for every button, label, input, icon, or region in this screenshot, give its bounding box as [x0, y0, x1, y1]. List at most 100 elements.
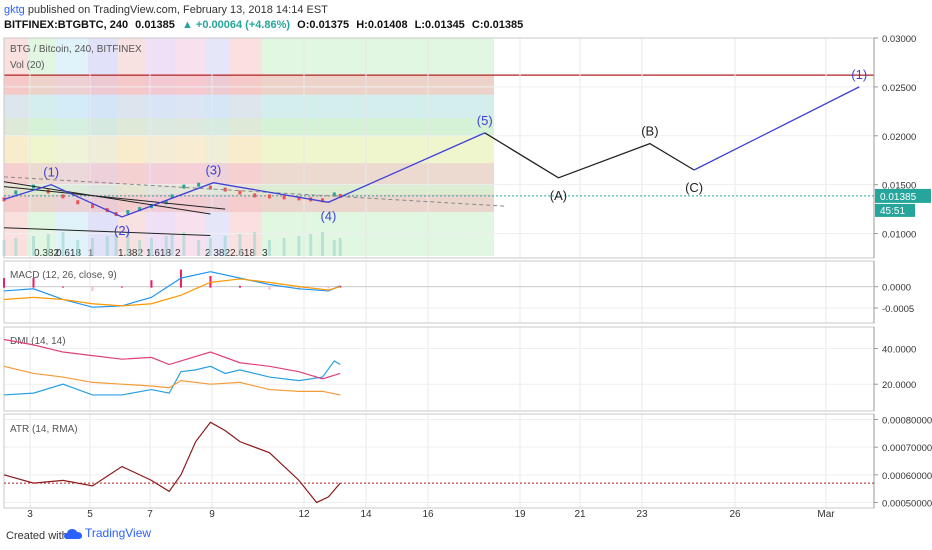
- last-price-tag: [875, 188, 931, 203]
- fib-zone-label: 0.618: [56, 248, 81, 259]
- projection-wave-label: (A): [550, 188, 567, 203]
- fib-price-band: [4, 163, 494, 185]
- time-tick-label: 14: [360, 509, 372, 520]
- volume-bar: [90, 238, 94, 256]
- ohlc-line: BITFINEX:BTGBTC, 240 0.01385 ▲ +0.00064 …: [4, 19, 527, 31]
- axis-tick-label: 0.00070000: [882, 443, 932, 454]
- axis-tick-label: 0.01500: [882, 181, 916, 192]
- price-candle: [282, 195, 286, 200]
- chart-header: gktg published on TradingView.com, Febru…: [0, 0, 932, 36]
- price-candle: [126, 210, 130, 215]
- elliott-wave-label: (3): [205, 163, 221, 178]
- axis-tick-label: 0.00060000: [882, 471, 932, 482]
- trend-line: [3, 181, 211, 215]
- fib-price-band: [4, 94, 494, 119]
- volume-bar: [114, 234, 118, 256]
- elliott-wave-label: (4): [320, 208, 336, 223]
- macd-histogram-bar: [120, 286, 123, 288]
- projection-abc-line: [484, 132, 695, 179]
- fib-zone-label: 2.382: [205, 248, 230, 259]
- axis-tick-label: 0.0000: [882, 283, 911, 294]
- indicator-line: [3, 365, 341, 396]
- axis-tick-label: 0.02500: [882, 83, 916, 94]
- time-tick-label: 23: [636, 509, 648, 520]
- volume-bar: [309, 234, 313, 256]
- volume-bar: [105, 236, 109, 256]
- price-change: ▲ +0.00064 (+4.86%): [181, 19, 291, 31]
- volume-bar: [253, 232, 257, 256]
- price-candle: [138, 207, 142, 212]
- cloud-icon: [64, 528, 82, 539]
- axis-tick-label: 0.00050000: [882, 498, 932, 509]
- price-candle: [14, 190, 18, 195]
- price-candle: [164, 200, 168, 205]
- volume-bar: [267, 240, 271, 256]
- dmi-title: DMI (14, 14): [10, 336, 66, 347]
- macd-histogram-bar: [3, 278, 5, 288]
- fib-price-band: [4, 118, 494, 136]
- macd-histogram-bar: [150, 280, 153, 288]
- volume-bar: [332, 240, 336, 256]
- pane-frame-3: [3, 413, 875, 509]
- time-tick-label: 21: [574, 509, 586, 520]
- price-candle: [182, 184, 186, 189]
- main-pane-title: BTG / Bitcoin, 240, BITFINEX: [10, 44, 142, 55]
- volume-bar: [149, 238, 153, 256]
- publish-info: published on TradingView.com, February 1…: [27, 4, 328, 16]
- chart-marks: (1) (2) (3) (4) (5) (A) (B) (C) (1): [2, 67, 874, 504]
- low-value: L:0.01345: [414, 19, 465, 31]
- volume-bar: [2, 240, 6, 256]
- time-tick-label: 12: [298, 509, 310, 520]
- macd-histogram-bar: [238, 285, 241, 288]
- fib-zone-label: 0.382: [34, 248, 59, 259]
- last-price: 0.01385: [135, 19, 175, 31]
- fib-zone-label: 2.618: [230, 248, 255, 259]
- macd-histogram-bar: [32, 278, 35, 288]
- axis-tick-label: 0.01000: [882, 230, 916, 241]
- time-tick-label: 7: [147, 509, 153, 520]
- price-candle: [253, 193, 257, 198]
- price-candle: [61, 194, 65, 199]
- time-tick-label: 19: [514, 509, 526, 520]
- price-candle: [267, 194, 271, 199]
- axis-tick-label: 0.00080000: [882, 416, 932, 427]
- tradingview-brand[interactable]: TradingView: [64, 526, 151, 540]
- indicator-line: [3, 278, 341, 307]
- price-candle: [338, 193, 342, 198]
- price-candle: [332, 192, 336, 197]
- volume-bar: [208, 238, 212, 256]
- trend-line: [3, 227, 211, 237]
- author-link[interactable]: gktg: [4, 4, 25, 16]
- fib-price-band: [4, 184, 494, 195]
- chart-panes: [3, 37, 875, 509]
- projection-wave-label: (B): [641, 124, 658, 139]
- volume-bar: [138, 240, 142, 256]
- high-value: H:0.01408: [356, 19, 408, 31]
- pane-frame-2: [3, 326, 875, 412]
- elliott-wave-label: (5): [477, 113, 493, 128]
- price-candle: [76, 200, 80, 205]
- countdown-tag: [875, 203, 915, 217]
- indicator-line: [3, 421, 341, 504]
- price-candle: [208, 185, 212, 190]
- fib-price-band: [4, 135, 494, 164]
- axis-tick-label: 0.03000: [882, 34, 916, 45]
- axis-tick-label: 0.02000: [882, 132, 916, 143]
- volume-bar: [14, 238, 18, 256]
- macd-histogram-bar: [327, 286, 330, 289]
- volume-bar: [170, 234, 174, 256]
- atr-title: ATR (14, RMA): [10, 424, 78, 435]
- macd-histogram-bar: [91, 286, 94, 292]
- price-candle: [2, 197, 6, 202]
- time-tick-label: 26: [729, 509, 741, 520]
- elliott-wave-label: (2): [114, 223, 130, 238]
- volume-bar: [321, 232, 325, 256]
- volume-bar: [46, 234, 50, 256]
- time-tick-label: Mar: [817, 509, 835, 520]
- volume-bar: [31, 236, 35, 256]
- volume-bar: [197, 240, 201, 256]
- price-candle: [223, 187, 227, 192]
- axis-tick-label: 40.0000: [882, 344, 916, 355]
- pane-frame-1: [3, 260, 875, 324]
